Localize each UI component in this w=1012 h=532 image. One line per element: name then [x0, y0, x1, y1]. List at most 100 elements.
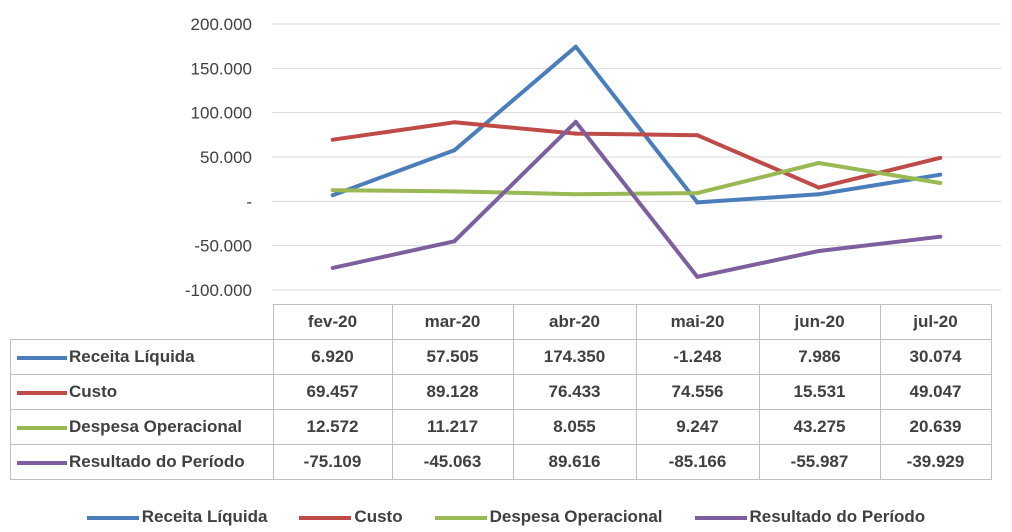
- data-point: [452, 120, 457, 125]
- data-point: [816, 185, 821, 190]
- line-chart: 200.000 150.000 100.000 50.000 - -50.000 -100.…: [185, 15, 1001, 300]
- data-label: 76.433: [512, 374, 637, 410]
- data-label: 43.275: [758, 409, 881, 445]
- series-line: [332, 120, 941, 190]
- row-header: Custo: [10, 374, 274, 410]
- data-point: [330, 193, 335, 198]
- data-point: [695, 191, 700, 196]
- data-point: [573, 44, 578, 49]
- data-label: -55.987: [758, 444, 881, 480]
- series-name: Receita Líquida: [69, 347, 195, 366]
- column-header: fev-20: [272, 304, 393, 340]
- y-tick-label: -100.000: [185, 281, 252, 300]
- data-label: -75.109: [272, 444, 393, 480]
- row-header: Receita Líquida: [10, 339, 274, 375]
- data-point: [452, 148, 457, 153]
- legend-key-swatch: [17, 460, 67, 465]
- legend-item: Receita Líquida: [86, 507, 268, 527]
- row-header: Despesa Operacional: [10, 409, 274, 445]
- data-point: [452, 189, 457, 194]
- legend-label: Custo: [354, 507, 403, 526]
- y-tick-label: 200.000: [191, 15, 252, 34]
- data-point: [573, 119, 578, 124]
- legend-label: Resultado do Período: [749, 507, 926, 526]
- data-point: [816, 192, 821, 197]
- data-label: 57.505: [391, 339, 514, 375]
- data-point: [330, 265, 335, 270]
- table-row: Custo 69.457 89.128 76.433 74.556 15.531 49.04…: [10, 374, 992, 410]
- data-point: [938, 155, 943, 160]
- series-name: Despesa Operacional: [69, 417, 242, 436]
- column-header: jun-20: [758, 304, 881, 340]
- column-header: jul-20: [879, 304, 992, 340]
- data-point: [573, 192, 578, 197]
- series-line: [332, 119, 941, 279]
- data-point: [573, 131, 578, 136]
- series-name: Resultado do Período: [69, 452, 245, 471]
- legend-swatch: [299, 515, 352, 520]
- data-label: -1.248: [635, 339, 760, 375]
- data-point: [695, 133, 700, 138]
- series-name: Custo: [69, 382, 118, 401]
- data-point: [816, 160, 821, 165]
- data-label: 89.128: [391, 374, 514, 410]
- data-point: [695, 200, 700, 205]
- column-header: mai-20: [635, 304, 760, 340]
- table-header-row: fev-20 mar-20 abr-20 mai-20 jun-20 jul-2…: [10, 304, 992, 340]
- table-row: Receita Líquida 6.920 57.505 174.350 -1.248 7…: [10, 339, 992, 375]
- table-corner: [10, 304, 274, 340]
- data-label: 69.457: [272, 374, 393, 410]
- chart-legend: Receita Líquida Custo Despesa Operacional R…: [0, 507, 1012, 527]
- legend-item: Custo: [299, 507, 403, 527]
- y-tick-label: 100.000: [191, 104, 252, 123]
- data-label: 6.920: [272, 339, 393, 375]
- row-header: Resultado do Período: [10, 444, 274, 480]
- legend-key-swatch: [17, 390, 67, 395]
- y-tick-label: 50.000: [200, 148, 252, 167]
- data-label: 20.639: [879, 409, 992, 445]
- series-line: [332, 161, 941, 197]
- data-point: [330, 137, 335, 142]
- table-row: Despesa Operacional 12.572 11.217 8.055 9.24…: [10, 409, 992, 445]
- column-header: mar-20: [391, 304, 514, 340]
- y-tick-label: -: [246, 192, 252, 211]
- y-tick-label: -50.000: [194, 237, 252, 256]
- data-point: [938, 234, 943, 239]
- data-label: 8.055: [512, 409, 637, 445]
- table-row: Resultado do Período -75.109 -45.063 89.616…: [10, 444, 992, 480]
- data-label: 174.350: [512, 339, 637, 375]
- data-label: 9.247: [635, 409, 760, 445]
- data-label: 12.572: [272, 409, 393, 445]
- data-table: fev-20 mar-20 abr-20 mai-20 jun-20 jul-2…: [10, 304, 992, 480]
- legend-key-swatch: [17, 355, 67, 360]
- gridlines: [272, 23, 1001, 291]
- data-label: 49.047: [879, 374, 992, 410]
- legend-key-swatch: [17, 425, 67, 430]
- y-axis: 200.000 150.000 100.000 50.000 - -50.000 -100.…: [185, 15, 252, 300]
- legend-item: Resultado do Período: [694, 507, 926, 527]
- data-label: 11.217: [391, 409, 514, 445]
- data-label: 30.074: [879, 339, 992, 375]
- legend-item: Despesa Operacional: [434, 507, 663, 527]
- data-label: 15.531: [758, 374, 881, 410]
- legend-label: Receita Líquida: [141, 507, 268, 526]
- y-tick-label: 150.000: [191, 59, 252, 78]
- legend-swatch: [694, 515, 747, 520]
- series-line: [332, 44, 941, 205]
- data-label: 7.986: [758, 339, 881, 375]
- column-header: abr-20: [512, 304, 637, 340]
- data-point: [330, 188, 335, 193]
- data-point: [938, 172, 943, 177]
- data-point: [452, 239, 457, 244]
- data-label: -39.929: [879, 444, 992, 480]
- data-label: -45.063: [391, 444, 514, 480]
- data-point: [938, 181, 943, 186]
- data-label: 89.616: [512, 444, 637, 480]
- legend-swatch: [434, 515, 487, 520]
- data-label: -85.166: [635, 444, 760, 480]
- legend-label: Despesa Operacional: [489, 507, 663, 526]
- data-point: [816, 248, 821, 253]
- data-label: 74.556: [635, 374, 760, 410]
- series-lines: [330, 44, 943, 279]
- data-point: [695, 274, 700, 279]
